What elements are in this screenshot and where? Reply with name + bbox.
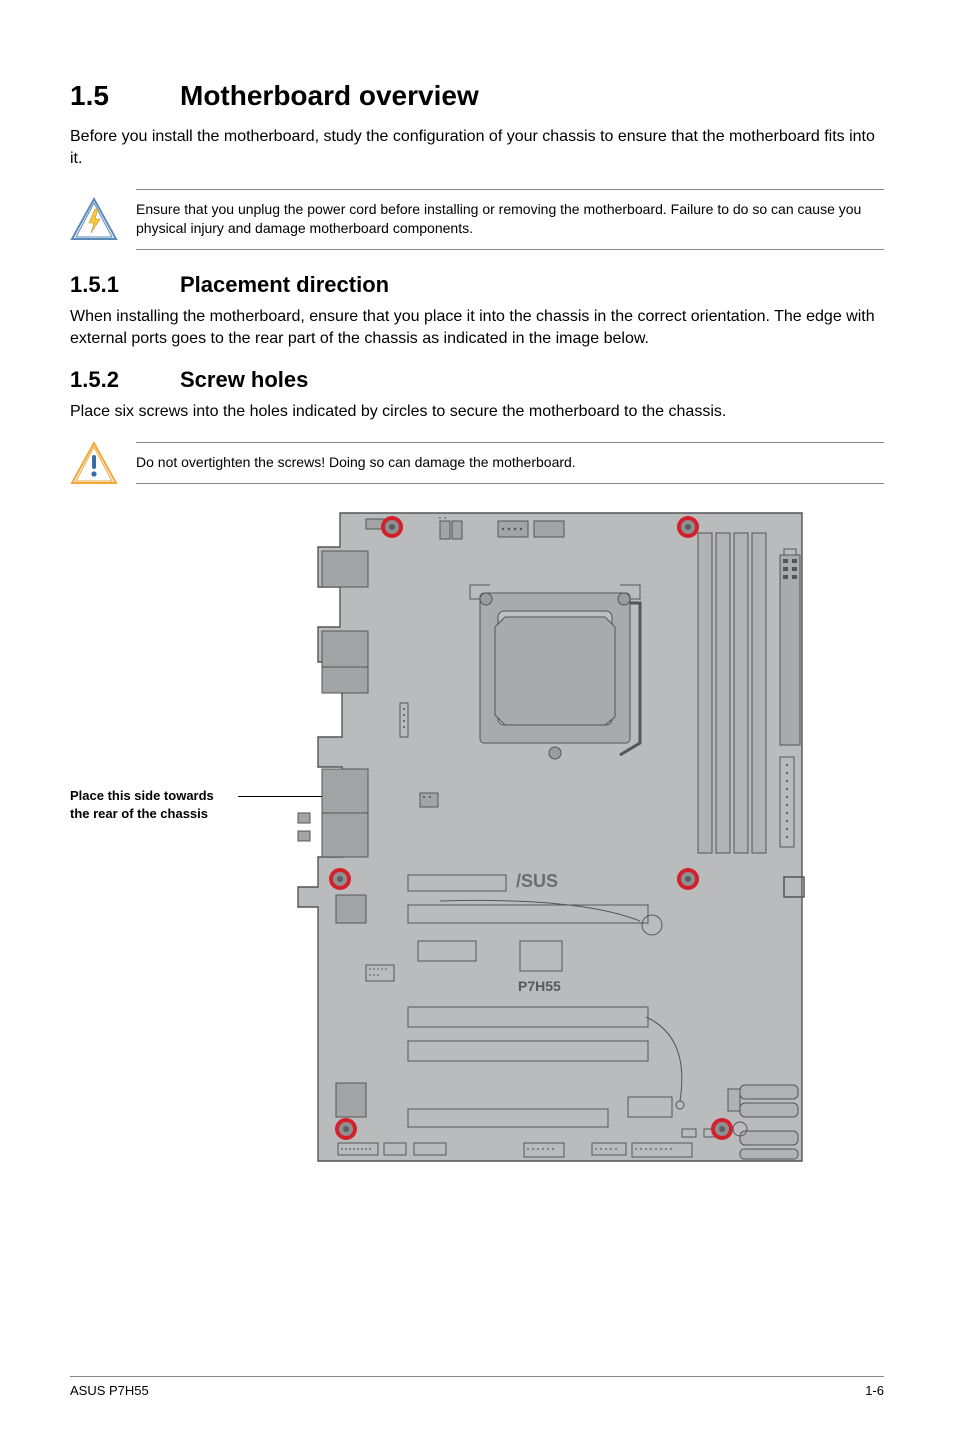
subsection-2-number: 1.5.2: [70, 367, 180, 393]
section-heading: 1.5Motherboard overview: [70, 80, 884, 112]
side-label-line1: Place this side towards: [70, 788, 214, 803]
subsection-2-title: Screw holes: [180, 367, 308, 392]
lightning-icon: [70, 197, 118, 241]
footer-left: ASUS P7H55: [70, 1383, 149, 1398]
section-number: 1.5: [70, 80, 180, 112]
screw-hole-6: [711, 1118, 733, 1140]
screw-hole-3: [329, 868, 351, 890]
side-label-line2: the rear of the chassis: [70, 806, 208, 821]
screw-hole-4: [677, 868, 699, 890]
motherboard-diagram: Place this side towards the rear of the …: [70, 507, 884, 1177]
side-label: Place this side towards the rear of the …: [70, 787, 214, 823]
subsection-2-body: Place six screws into the holes indicate…: [70, 401, 884, 423]
subsection-2-heading: 1.5.2Screw holes: [70, 367, 884, 393]
page-footer: ASUS P7H55 1-6: [70, 1376, 884, 1398]
section-title-text: Motherboard overview: [180, 80, 479, 111]
subsection-1-title: Placement direction: [180, 272, 389, 297]
caution-callout: Do not overtighten the screws! Doing so …: [70, 441, 884, 485]
model-text: P7H55: [518, 978, 561, 994]
screw-hole-5: [335, 1118, 357, 1140]
warning-callout: Ensure that you unplug the power cord be…: [70, 189, 884, 250]
footer-right: 1-6: [865, 1383, 884, 1398]
screw-hole-1: [381, 516, 403, 538]
brand-text: /SUS: [516, 871, 558, 891]
caution-icon: [70, 441, 118, 485]
motherboard-svg: /SUS P7H55: [280, 507, 810, 1167]
screw-hole-2: [677, 516, 699, 538]
warning-text: Ensure that you unplug the power cord be…: [136, 189, 884, 250]
subsection-1-number: 1.5.1: [70, 272, 180, 298]
subsection-1-heading: 1.5.1Placement direction: [70, 272, 884, 298]
subsection-1-body: When installing the motherboard, ensure …: [70, 306, 884, 351]
section-intro: Before you install the motherboard, stud…: [70, 126, 884, 171]
caution-text: Do not overtighten the screws! Doing so …: [136, 442, 884, 484]
